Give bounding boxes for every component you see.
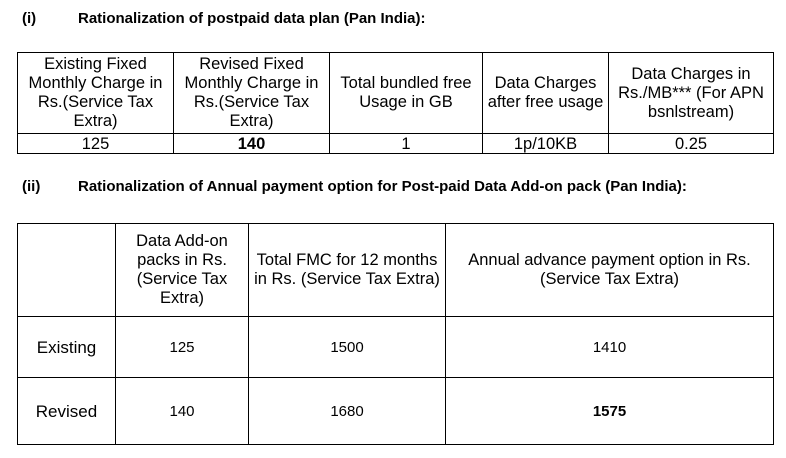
table-row: Revised 140 1680 1575 <box>17 377 774 445</box>
cell-annual-payment: 1410 <box>445 316 774 378</box>
section-1-title: Rationalization of postpaid data plan (P… <box>78 10 426 27</box>
section-1-number: (i) <box>22 10 37 27</box>
header-empty <box>17 223 116 317</box>
table-header-row: Existing Fixed Monthly Charge in Rs.(Ser… <box>17 52 774 134</box>
header-total-fmc-12-months: Total FMC for 12 months in Rs. (Service … <box>248 223 446 317</box>
header-annual-advance-payment: Annual advance payment option in Rs. (Se… <box>445 223 774 317</box>
cell-charges-per-mb: 0.25 <box>608 133 774 154</box>
cell-existing-fmc: 125 <box>17 133 174 154</box>
cell-annual-payment: 1575 <box>445 377 774 445</box>
row-label-revised: Revised <box>17 377 116 445</box>
cell-free-usage: 1 <box>329 133 483 154</box>
table-row: Existing 125 1500 1410 <box>17 316 774 378</box>
postpaid-data-plan-table: Existing Fixed Monthly Charge in Rs.(Ser… <box>17 52 774 154</box>
row-label-existing: Existing <box>17 316 116 378</box>
header-data-addon-packs: Data Add-on packs in Rs. (Service Tax Ex… <box>115 223 249 317</box>
header-total-bundled-free-usage: Total bundled free Usage in GB <box>329 52 483 134</box>
section-2-number: (ii) <box>22 178 41 195</box>
cell-total-fmc: 1500 <box>248 316 446 378</box>
header-data-charges-per-mb: Data Charges in Rs./MB*** (For APN bsnls… <box>608 52 774 134</box>
header-existing-fixed-monthly-charge: Existing Fixed Monthly Charge in Rs.(Ser… <box>17 52 174 134</box>
annual-payment-table: Data Add-on packs in Rs. (Service Tax Ex… <box>17 223 774 445</box>
cell-revised-fmc: 140 <box>173 133 330 154</box>
header-revised-fixed-monthly-charge: Revised Fixed Monthly Charge in Rs.(Serv… <box>173 52 330 134</box>
header-data-charges-after-free-usage: Data Charges after free usage <box>482 52 609 134</box>
section-2-title: Rationalization of Annual payment option… <box>78 178 687 195</box>
table-row: 125 140 1 1p/10KB 0.25 <box>17 133 774 154</box>
cell-charges-after-free: 1p/10KB <box>482 133 609 154</box>
cell-total-fmc: 1680 <box>248 377 446 445</box>
cell-addon-pack: 140 <box>115 377 249 445</box>
cell-addon-pack: 125 <box>115 316 249 378</box>
table-header-row: Data Add-on packs in Rs. (Service Tax Ex… <box>17 223 774 317</box>
